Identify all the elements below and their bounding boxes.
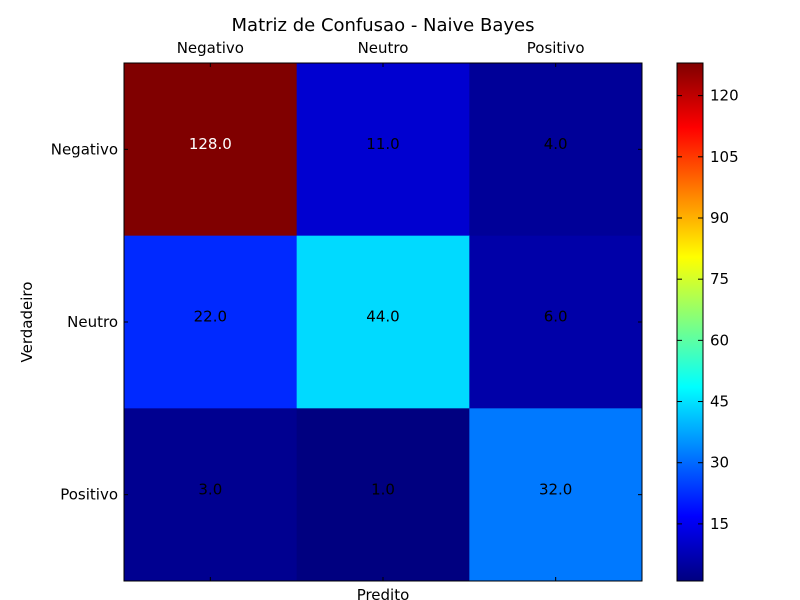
heatmap-cell-r0-c2 [469,63,643,237]
cell-value-label-r2-c0: 3.0 [198,480,222,498]
chart-title: Matriz de Confusao - Naive Bayes [232,15,535,36]
colorbar: 15 30 45 60 75 90 105 120 [676,62,739,582]
heatmap-cell-r2-c0 [124,408,298,582]
y-tick-label-1: Neutro [67,313,118,331]
x-axis-ticks: Negativo Neutro Positivo [177,39,585,581]
x-tick-label-1: Neutro [358,39,409,57]
y-axis-ticks: Negativo Neutro Positivo [51,140,642,504]
x-tick-label-2: Positivo [527,39,585,57]
cell-value-label-r1-c1: 44.0 [366,308,399,326]
heatmap-cell-r2-c2 [469,408,643,582]
cell-value-label-r1-c2: 6.0 [544,308,568,326]
colorbar-tick-label-7: 120 [710,87,739,105]
cell-value-label-r2-c2: 32.0 [539,480,572,498]
cell-value-label-r0-c1: 11.0 [366,135,399,153]
x-axis-label: Predito [357,586,410,600]
cell-value-label-r1-c0: 22.0 [194,308,227,326]
y-axis-label: Verdadeiro [18,282,36,363]
y-tick-label-2: Positivo [60,486,118,504]
colorbar-tick-label-6: 105 [710,148,739,166]
cell-value-label-r0-c2: 4.0 [544,135,568,153]
colorbar-tick-label-5: 90 [710,209,729,227]
colorbar-tick-label-3: 60 [710,331,729,349]
heatmap-cell-r0-c1 [296,63,470,237]
colorbar-tick-label-0: 15 [710,515,729,533]
heatmap-cell-r1-c1 [296,235,470,409]
heatmap-cells [124,63,643,582]
heatmap-cell-r2-c1 [296,408,470,582]
y-tick-label-0: Negativo [51,140,118,158]
cell-value-label-r0-c0: 128.0 [189,135,232,153]
heatmap-cell-r0-c0 [124,63,298,237]
heatmap-cell-r1-c2 [469,235,643,409]
heatmap-cell-r1-c0 [124,235,298,409]
x-tick-label-0: Negativo [177,39,244,57]
heatmap-cell-labels: 128.0 11.0 4.0 22.0 44.0 6.0 3.0 1.0 32.0 [189,135,573,498]
colorbar-tick-label-2: 45 [710,393,729,411]
cell-value-label-r2-c1: 1.0 [371,480,395,498]
colorbar-bar [676,62,704,582]
colorbar-tick-label-1: 30 [710,454,729,472]
colorbar-tick-label-4: 75 [710,270,729,288]
